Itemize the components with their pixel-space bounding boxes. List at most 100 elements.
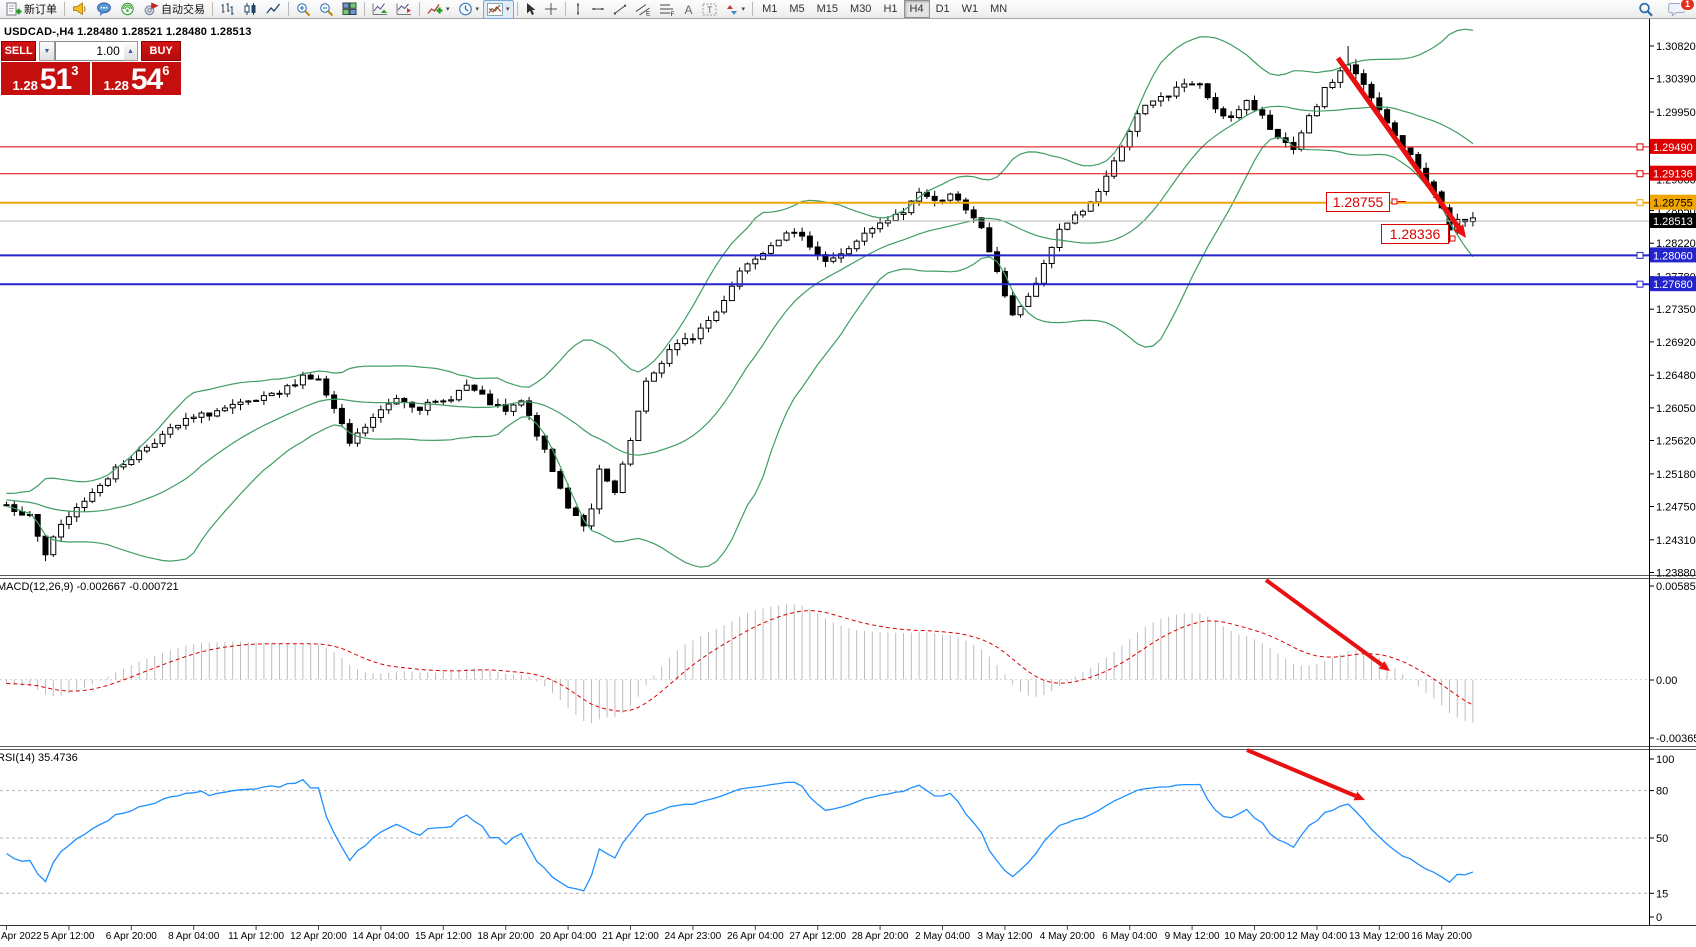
svg-text:18 Apr 20:00: 18 Apr 20:00 [477, 931, 534, 942]
svg-text:Apr 2022: Apr 2022 [1, 931, 42, 942]
timeframe-m15[interactable]: M15 [816, 3, 839, 15]
trend-arrows[interactable] [1246, 56, 1466, 801]
toolbar-separator [364, 2, 365, 16]
news-button[interactable] [68, 0, 92, 19]
arrows-button[interactable]: ▾ [721, 0, 750, 19]
bar-chart-icon [220, 2, 235, 16]
macd-axis: 0.00585 0.00 -0.003652 [1650, 581, 1696, 745]
zoom-in-button[interactable] [292, 0, 315, 19]
horizontal-line-button[interactable] [587, 0, 609, 19]
svg-text:27 Apr 12:00: 27 Apr 12:00 [789, 931, 846, 942]
svg-text:1.25180: 1.25180 [1656, 469, 1696, 481]
search-button[interactable] [1634, 0, 1658, 19]
timeframe-m5[interactable]: M5 [789, 3, 805, 15]
indicators-button[interactable]: ▾ [423, 0, 454, 19]
sell-price-pip: 3 [71, 63, 79, 78]
timeframe-m30[interactable]: M30 [850, 3, 872, 15]
svg-text:6 Apr 20:00: 6 Apr 20:00 [106, 931, 158, 942]
channel-button[interactable]: E [631, 0, 655, 19]
timeframe-h4[interactable]: H4 [903, 0, 930, 18]
macd-label: MACD(12,26,9) -0.002667 -0.000721 [0, 581, 179, 593]
candle-chart-button[interactable] [239, 0, 262, 19]
toolbar-separator [64, 2, 65, 16]
svg-text:14 Apr 04:00: 14 Apr 04:00 [353, 931, 410, 942]
price-annotation[interactable]: 1.28336 [1381, 224, 1449, 244]
trendline-button[interactable] [609, 0, 631, 19]
svg-text:26 Apr 04:00: 26 Apr 04:00 [727, 931, 784, 942]
timeframe-d1[interactable]: D1 [935, 3, 950, 15]
zoom-out-button[interactable] [315, 0, 338, 19]
svg-text:15: 15 [1656, 888, 1668, 900]
svg-text:5 Apr 12:00: 5 Apr 12:00 [43, 931, 95, 942]
timeframe-h1[interactable]: H1 [883, 3, 898, 15]
community-chat-button[interactable] [92, 0, 116, 19]
macd-signal-line [6, 610, 1474, 712]
rsi-axis: 100 80 50 15 0 [1650, 754, 1674, 924]
vertical-line-icon [573, 2, 583, 16]
bar-chart-button[interactable] [216, 0, 239, 19]
svg-text:1.30390: 1.30390 [1656, 74, 1696, 86]
signal-icon [120, 2, 135, 16]
svg-text:4 May 20:00: 4 May 20:00 [1040, 931, 1095, 942]
svg-text:16 May 20:00: 16 May 20:00 [1411, 931, 1472, 942]
svg-text:1.29136: 1.29136 [1653, 169, 1693, 181]
cursor-button[interactable] [521, 0, 540, 19]
vertical-line-button[interactable] [569, 0, 587, 19]
chart-shift-icon [396, 2, 412, 16]
notifications-button[interactable]: 1 [1664, 0, 1695, 19]
svg-text:8 Apr 04:00: 8 Apr 04:00 [168, 931, 220, 942]
svg-text:1.28513: 1.28513 [1653, 216, 1693, 228]
svg-text:24 Apr 23:00: 24 Apr 23:00 [665, 931, 722, 942]
new-order-button[interactable]: 新订单 [2, 0, 61, 19]
svg-text:0.00: 0.00 [1656, 675, 1677, 687]
tile-windows-button[interactable] [338, 0, 361, 19]
svg-text:28 Apr 20:00: 28 Apr 20:00 [852, 931, 909, 942]
toolbar-separator [516, 2, 518, 16]
sell-price-tile[interactable]: 1.28 51 3 [1, 62, 90, 95]
text-label-icon: T [702, 3, 717, 16]
line-chart-button[interactable] [262, 0, 285, 19]
sell-button[interactable]: SELL [1, 41, 37, 61]
price-annotation[interactable]: 1.28755 [1326, 192, 1390, 212]
fibonacci-button[interactable]: F [655, 0, 679, 19]
crosshair-button[interactable] [540, 0, 562, 19]
notification-badge: 1 [1679, 0, 1695, 11]
chart-shift-button[interactable] [392, 0, 416, 19]
trendline-icon [613, 3, 627, 16]
svg-text:1.30820: 1.30820 [1656, 41, 1696, 53]
timeframe-m1[interactable]: M1 [762, 3, 778, 15]
svg-text:3 May 12:00: 3 May 12:00 [977, 931, 1032, 942]
equidistant-channel-icon: E [635, 3, 651, 16]
tile-windows-icon [342, 2, 357, 16]
auto-trading-button[interactable]: 自动交易 [139, 0, 209, 19]
svg-text:12 Apr 20:00: 12 Apr 20:00 [290, 931, 347, 942]
zoom-out-icon [319, 2, 334, 16]
svg-text:9 May 12:00: 9 May 12:00 [1165, 931, 1220, 942]
toolbar-separator [752, 2, 754, 16]
buy-button[interactable]: BUY [141, 41, 181, 61]
clock-icon [458, 2, 473, 16]
svg-text:0.00585: 0.00585 [1656, 581, 1696, 593]
template-icon [487, 2, 504, 16]
signal-button[interactable] [116, 0, 139, 19]
horizontal-line-icon [591, 3, 605, 15]
volume-up-button[interactable]: ▲ [123, 41, 139, 61]
svg-text:F: F [670, 11, 674, 16]
cursor-icon [525, 2, 536, 16]
text-label-button[interactable]: T [698, 0, 721, 19]
timeframe-w1[interactable]: W1 [961, 3, 979, 15]
timeframe-mn[interactable]: MN [990, 3, 1008, 15]
templates-button[interactable]: ▾ [483, 0, 514, 19]
periods-button[interactable]: ▾ [454, 0, 484, 19]
zoom-in-icon [296, 2, 311, 16]
chevron-down-icon: ▾ [446, 6, 450, 13]
svg-text:-0.003652: -0.003652 [1656, 733, 1696, 745]
svg-text:1.27680: 1.27680 [1653, 279, 1693, 291]
auto-scroll-button[interactable] [368, 0, 392, 19]
buy-price-tile[interactable]: 1.28 54 6 [92, 62, 181, 95]
new-order-icon [6, 2, 22, 16]
text-button[interactable]: A [679, 0, 698, 19]
volume-input[interactable] [54, 41, 124, 61]
volume-down-button[interactable]: ▼ [39, 41, 55, 61]
